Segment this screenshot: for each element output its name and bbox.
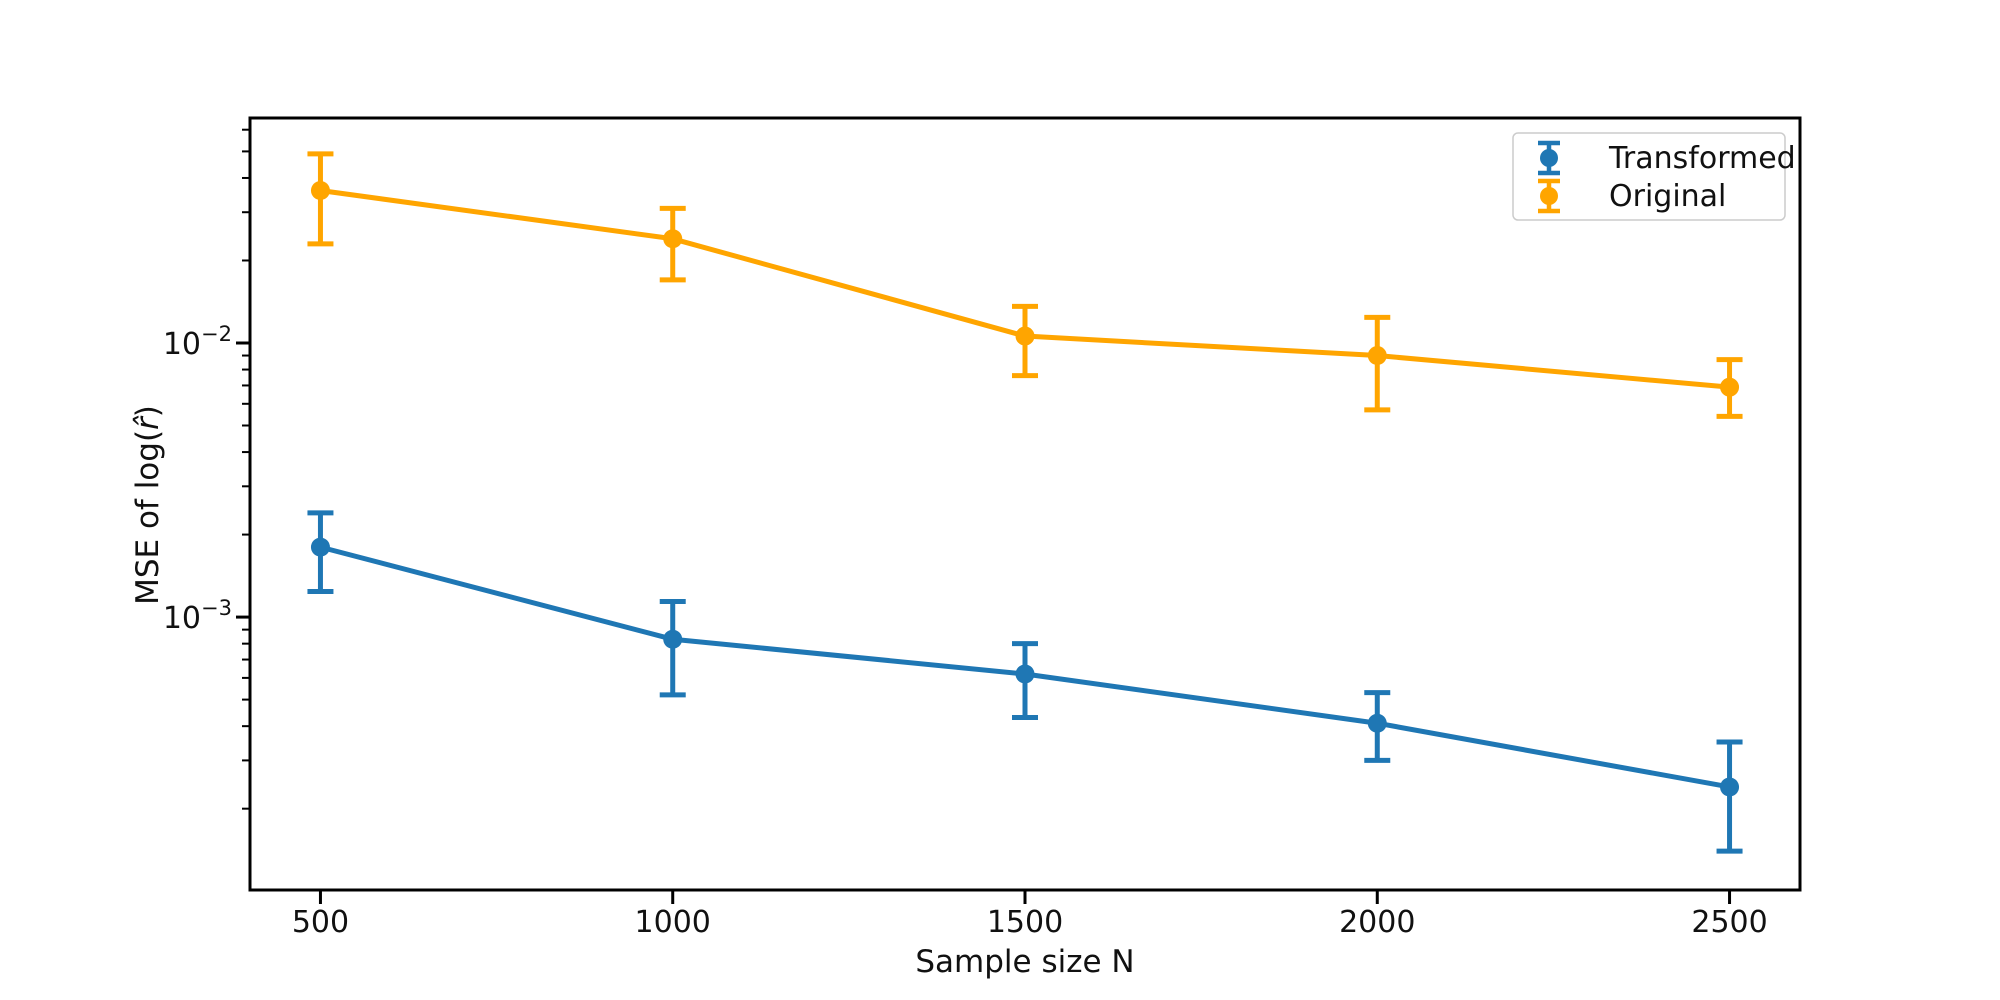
legend-marker	[1540, 149, 1558, 167]
x-axis-tick-label: 500	[292, 905, 349, 940]
series-transformed	[307, 510, 1743, 854]
plot-area: 500 1000 1500 2000 2500 10−2 10−3 TransformedOr…	[163, 116, 1802, 940]
legend-label: Transformed	[1608, 141, 1796, 176]
data-point-marker	[1015, 664, 1035, 684]
legend-entry: Original	[1538, 178, 1726, 214]
data-point-marker	[663, 229, 683, 249]
data-point-marker	[310, 181, 330, 201]
y-axis-label: MSE of log(r̂)	[130, 405, 166, 605]
y-axis-tick-label: 10−2	[163, 322, 232, 362]
legend-entry: Transformed	[1538, 140, 1796, 176]
legend-marker	[1540, 187, 1558, 205]
data-point-marker	[1720, 777, 1740, 797]
x-axis-tick-label: 2000	[1339, 905, 1415, 940]
legend-label: Original	[1609, 179, 1726, 214]
series-original	[307, 151, 1743, 419]
error-bar	[1716, 739, 1743, 854]
x-axis-tick-label: 1000	[635, 905, 711, 940]
data-point-marker	[310, 537, 330, 557]
x-axis-tick-label: 2500	[1691, 905, 1767, 940]
legend-box	[1512, 132, 1786, 221]
data-point-marker	[1367, 346, 1387, 366]
data-point-marker	[1367, 713, 1387, 733]
y-axis-tick-label: 10−3	[163, 596, 232, 636]
data-point-marker	[1720, 377, 1740, 397]
data-point-marker	[1015, 326, 1035, 346]
data-point-marker	[663, 629, 683, 649]
axes-frame	[248, 116, 1802, 892]
x-axis-label: Sample size N	[915, 944, 1134, 980]
x-axis-tick-label: 1500	[987, 905, 1063, 940]
